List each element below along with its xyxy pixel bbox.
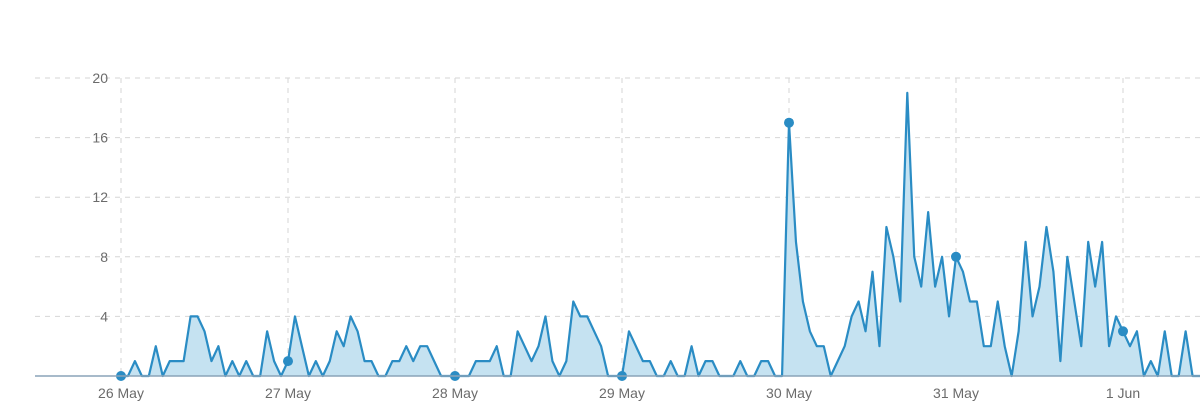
series-line <box>121 91 1200 378</box>
y-tick-label: 12 <box>92 189 108 205</box>
x-tick-label: 1 Jun <box>1106 385 1140 401</box>
data-point-marker[interactable] <box>784 117 794 128</box>
grid <box>35 77 1200 376</box>
y-tick-label: 8 <box>100 249 108 265</box>
data-point-marker[interactable] <box>283 356 293 367</box>
x-tick-label: 30 May <box>766 385 812 401</box>
x-tick-label: 27 May <box>265 385 311 401</box>
x-tick-label: 31 May <box>933 385 979 401</box>
series-layer <box>116 91 1200 381</box>
y-tick-label: 16 <box>92 130 108 146</box>
y-tick-label: 20 <box>92 70 108 86</box>
data-point-marker[interactable] <box>1118 326 1128 337</box>
series-area <box>121 92 1200 376</box>
data-point-marker[interactable] <box>951 251 961 262</box>
x-tick-label: 26 May <box>98 385 144 401</box>
x-tick-label: 28 May <box>432 385 478 401</box>
x-tick-label: 29 May <box>599 385 645 401</box>
axes: 4 8 12 16 20 26 May 27 May 28 May 29 May 30 May 31… <box>35 70 1200 401</box>
y-tick-label: 4 <box>100 308 108 324</box>
